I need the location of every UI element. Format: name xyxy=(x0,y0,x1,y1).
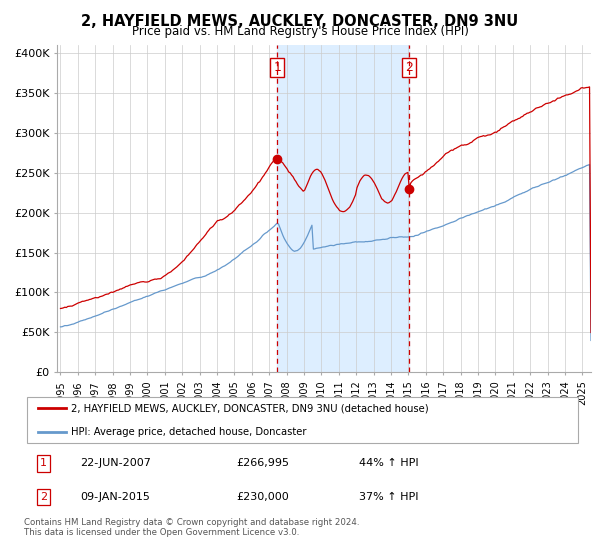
Text: Contains HM Land Registry data © Crown copyright and database right 2024.
This d: Contains HM Land Registry data © Crown c… xyxy=(24,518,359,538)
Text: 37% ↑ HPI: 37% ↑ HPI xyxy=(359,492,418,502)
Bar xyxy=(277,45,409,372)
Text: 2, HAYFIELD MEWS, AUCKLEY, DONCASTER, DN9 3NU (detached house): 2, HAYFIELD MEWS, AUCKLEY, DONCASTER, DN… xyxy=(71,403,429,413)
Text: £266,995: £266,995 xyxy=(236,459,289,468)
Text: 2: 2 xyxy=(405,60,413,74)
Text: 44% ↑ HPI: 44% ↑ HPI xyxy=(359,459,418,468)
FancyBboxPatch shape xyxy=(27,398,578,442)
Text: 09-JAN-2015: 09-JAN-2015 xyxy=(80,492,149,502)
Text: 2: 2 xyxy=(40,492,47,502)
Text: 1: 1 xyxy=(274,60,281,74)
Text: HPI: Average price, detached house, Doncaster: HPI: Average price, detached house, Donc… xyxy=(71,427,307,437)
Text: £230,000: £230,000 xyxy=(236,492,289,502)
Text: Price paid vs. HM Land Registry's House Price Index (HPI): Price paid vs. HM Land Registry's House … xyxy=(131,25,469,38)
Text: 2, HAYFIELD MEWS, AUCKLEY, DONCASTER, DN9 3NU: 2, HAYFIELD MEWS, AUCKLEY, DONCASTER, DN… xyxy=(82,14,518,29)
Text: 1: 1 xyxy=(40,459,47,468)
Text: 22-JUN-2007: 22-JUN-2007 xyxy=(80,459,151,468)
